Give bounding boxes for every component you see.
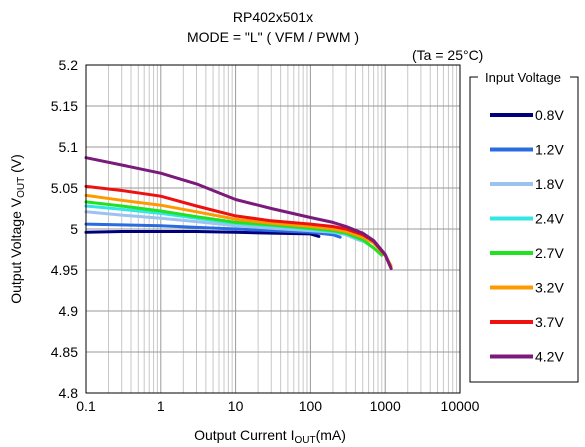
- y-axis-label: Output Voltage VOUT (V): [8, 154, 27, 304]
- y-tick-label: 5.05: [51, 180, 78, 196]
- legend: Input Voltage 0.8V 1.2V 1.8V 2.4V 2.7V 3.2V 3.…: [469, 68, 579, 383]
- chart-subtitle: MODE = "L" ( VFM / PWM ): [187, 29, 359, 45]
- x-tick-label: 1: [157, 398, 165, 414]
- y-tick-label: 5.1: [59, 139, 79, 155]
- legend-label: 1.8V: [535, 176, 564, 192]
- legend-item: 3.7V: [490, 314, 564, 330]
- legend-item: 2.7V: [490, 245, 564, 261]
- legend-item: 1.2V: [490, 142, 564, 158]
- y-tick-label: 4.8: [59, 385, 79, 401]
- y-tick-label: 5.2: [59, 57, 79, 73]
- series-line-0.8V: [84, 230, 321, 238]
- legend-label: 3.2V: [535, 280, 564, 296]
- y-tick-label: 4.95: [51, 262, 78, 278]
- chart-title: RP402x501x: [233, 9, 313, 25]
- y-tick-label: 4.9: [59, 303, 79, 319]
- y-tick-label: 5: [70, 221, 78, 237]
- legend-item: 4.2V: [490, 349, 564, 365]
- series-line-2.7V: [84, 200, 384, 257]
- x-tick-label: 0.1: [76, 398, 96, 414]
- legend-title: Input Voltage: [485, 70, 561, 85]
- x-tick-label: 1000: [370, 398, 401, 414]
- y-tick-label: 4.85: [51, 344, 78, 360]
- x-tick-label: 10000: [441, 398, 480, 414]
- x-tick-label: 10: [228, 398, 244, 414]
- legend-label: 4.2V: [535, 349, 564, 365]
- legend-label: 3.7V: [535, 314, 564, 330]
- condition-note: (Ta = 25°C): [412, 47, 483, 63]
- legend-label: 1.2V: [535, 142, 564, 158]
- x-tick-label: 100: [299, 398, 323, 414]
- plot-frame: [85, 64, 461, 394]
- legend-title-bg: [478, 68, 570, 86]
- legend-box: [469, 76, 579, 383]
- legend-items: 0.8V 1.2V 1.8V 2.4V 2.7V 3.2V 3.7V 4.2V: [490, 107, 564, 365]
- series-line-4.2V: [84, 156, 393, 270]
- legend-label: 0.8V: [535, 107, 564, 123]
- legend-item: 3.2V: [490, 280, 564, 296]
- legend-item: 2.4V: [490, 211, 564, 227]
- tick-layer: 0.1 1 10 100 1000 10000 4.8 4.85 4.9 4.95 5 5.05 5.1…: [51, 57, 480, 414]
- x-axis-label: Output Current IOUT(mA): [194, 427, 346, 446]
- legend-label: 2.7V: [535, 245, 564, 261]
- legend-item: 0.8V: [490, 107, 564, 123]
- legend-label: 2.4V: [535, 211, 564, 227]
- y-tick-label: 5.15: [51, 98, 78, 114]
- legend-item: 1.8V: [490, 176, 564, 192]
- series-layer: [84, 156, 393, 270]
- series-line-1.2V: [84, 222, 342, 239]
